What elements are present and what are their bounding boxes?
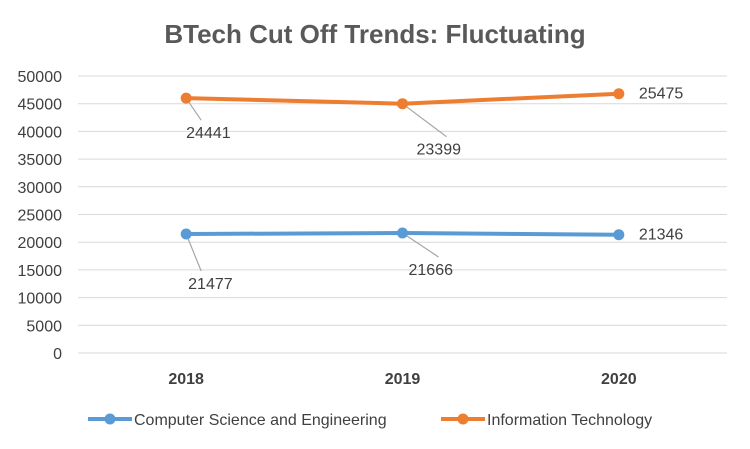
x-tick-label: 2020	[601, 371, 637, 388]
y-tick-label: 45000	[18, 97, 63, 114]
legend-item[interactable]: Computer Science and Engineering	[88, 412, 387, 429]
label-leader-line	[402, 103, 447, 138]
series-lines	[180, 88, 625, 241]
legend[interactable]: Computer Science and Engineering Informat…	[88, 412, 652, 429]
y-tick-label: 20000	[18, 235, 63, 252]
legend-swatch-marker	[457, 413, 469, 425]
y-tick-label: 30000	[18, 180, 63, 197]
y-tick-label: 15000	[18, 263, 63, 280]
y-tick-label: 10000	[18, 291, 63, 308]
y-axis: 0 5000 10000 15000 20000 25000 30000 35000 40000…	[18, 69, 63, 363]
data-label: 24441	[186, 125, 231, 142]
data-point[interactable]	[397, 227, 408, 239]
data-point[interactable]	[613, 229, 625, 241]
data-label: 25475	[639, 86, 684, 103]
data-label: 21346	[639, 227, 684, 244]
data-point[interactable]	[180, 92, 192, 104]
data-point[interactable]	[613, 88, 625, 100]
gridlines	[78, 75, 727, 354]
y-tick-label: 35000	[18, 152, 63, 169]
y-tick-label: 25000	[18, 208, 63, 225]
data-label: 23399	[417, 142, 462, 159]
data-label: 21477	[188, 276, 233, 293]
y-tick-label: 50000	[18, 69, 63, 86]
legend-label: Information Technology	[487, 412, 652, 429]
x-tick-label: 2019	[385, 371, 421, 388]
chart-title: BTech Cut Off Trends: Fluctuating	[164, 19, 585, 49]
legend-label: Computer Science and Engineering	[134, 412, 387, 429]
label-leader-line	[185, 233, 202, 272]
data-point[interactable]	[397, 98, 408, 110]
data-point[interactable]	[180, 228, 192, 240]
data-label: 21666	[409, 262, 454, 279]
y-tick-label: 40000	[18, 124, 63, 141]
y-tick-label: 0	[53, 346, 62, 363]
legend-swatch-marker	[104, 413, 116, 425]
label-leader-line	[402, 232, 439, 258]
legend-item[interactable]: Information Technology	[441, 412, 652, 429]
data-labels: 21477 21666 21346 24441 23399 25475	[186, 86, 683, 293]
x-axis: 2018 2019 2020	[168, 371, 636, 388]
x-tick-label: 2018	[168, 371, 204, 388]
label-leader-lines	[185, 97, 447, 272]
y-tick-label: 5000	[26, 318, 62, 335]
